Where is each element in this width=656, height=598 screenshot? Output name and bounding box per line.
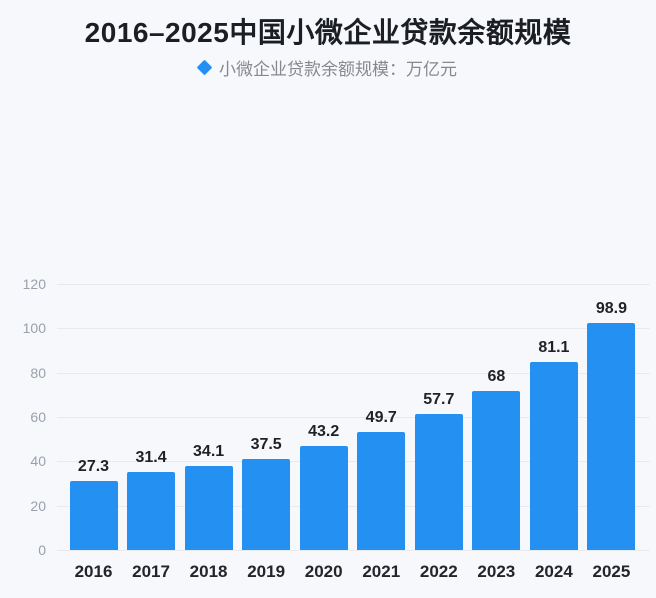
gridline: [57, 461, 650, 463]
y-axis-tick-label: 40: [30, 453, 46, 470]
bar-2016[interactable]: [69, 481, 118, 550]
x-axis-tick-label: 2017: [132, 562, 170, 581]
bar-value-label: 68: [487, 368, 506, 385]
y-axis-tick-label: 0: [38, 542, 46, 558]
bar-2019[interactable]: [242, 459, 291, 550]
page-title: 2016–2025中国小微企业贷款余额规模: [84, 17, 572, 48]
bar-value-label: 57.7: [423, 391, 455, 408]
diamond-icon: [196, 59, 213, 76]
gridline: [57, 284, 650, 285]
gridline: [57, 550, 650, 551]
bar-value-label: 81.1: [538, 339, 570, 356]
bar-2020[interactable]: [299, 446, 348, 550]
bar-value-label: 37.5: [250, 436, 282, 453]
bar-value-label: 43.2: [308, 423, 340, 440]
x-axis-tick-label: 2021: [362, 562, 401, 581]
bar-2021[interactable]: [357, 432, 406, 550]
bar-2022[interactable]: [414, 414, 463, 550]
x-axis-tick-label: 2025: [592, 562, 631, 581]
x-axis-tick-label: 2023: [477, 562, 516, 581]
x-axis-tick-label: 2020: [304, 562, 343, 581]
gridline: [57, 505, 650, 507]
x-axis-tick-label: 2019: [247, 562, 286, 581]
x-axis-tick-label: 2016: [74, 562, 113, 581]
y-axis-tick-label: 20: [30, 497, 46, 514]
gridline: [57, 417, 650, 418]
bar-2018[interactable]: [184, 466, 233, 550]
y-axis-tick-label: 100: [22, 320, 46, 337]
bar-value-label: 31.4: [135, 449, 167, 466]
bar-value-label: 27.3: [77, 458, 110, 475]
bar-2024[interactable]: [529, 362, 578, 550]
y-axis-tick-label: 60: [30, 409, 46, 425]
bar-2023[interactable]: [472, 391, 521, 550]
bar-value-label: 34.1: [193, 443, 225, 460]
bar-value-label: 98.9: [595, 300, 627, 317]
x-axis-tick-label: 2018: [189, 562, 228, 581]
gridline: [57, 372, 650, 374]
bar-2017[interactable]: [127, 472, 176, 550]
x-axis-tick-label: 2024: [534, 562, 573, 581]
gridline: [57, 328, 650, 330]
y-axis-tick-label: 120: [22, 276, 46, 292]
bar-2025[interactable]: [587, 323, 636, 550]
y-axis-tick-label: 80: [30, 364, 46, 381]
legend-item[interactable]: 小微企业贷款余额规模：万亿元: [0, 55, 656, 80]
x-axis-tick-label: 2022: [419, 562, 458, 581]
legend-label: 小微企业贷款余额规模：万亿元: [219, 60, 457, 79]
bar-value-label: 49.7: [365, 409, 397, 426]
